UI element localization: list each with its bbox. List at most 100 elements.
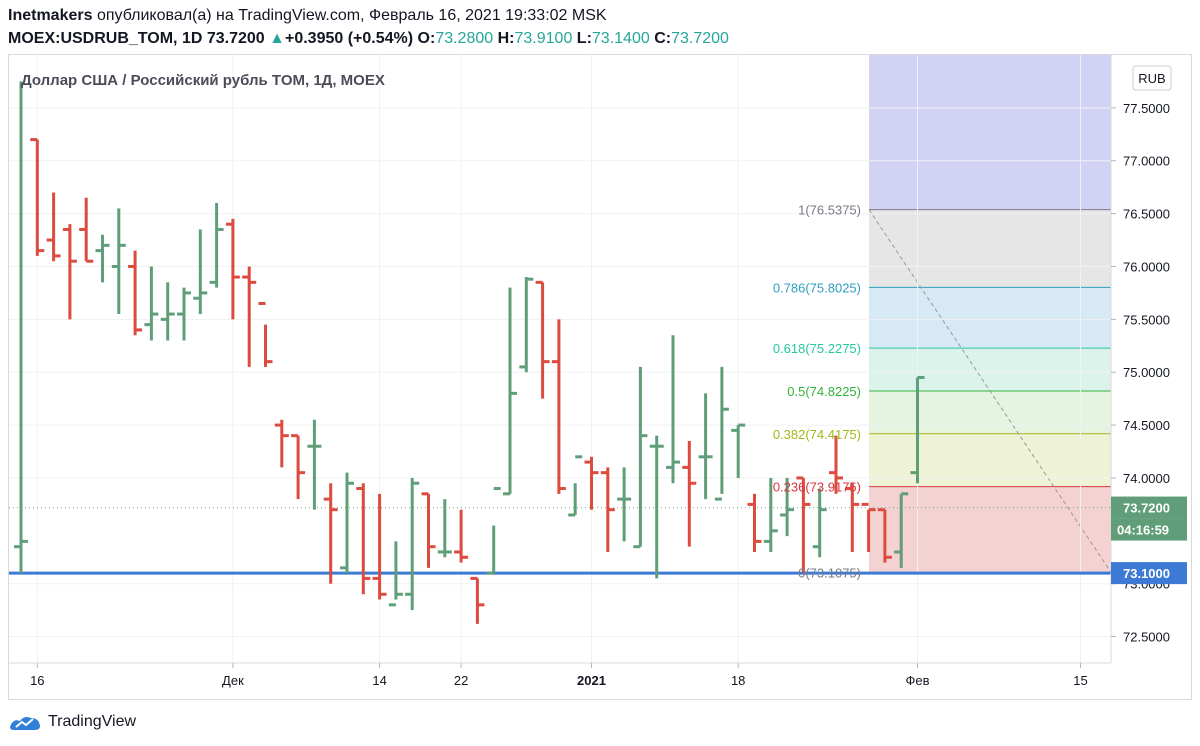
time-axis-label: Фев <box>905 673 929 688</box>
ohlc-bar <box>486 487 501 575</box>
open-label: O: <box>417 30 436 47</box>
time-axis-label: 14 <box>372 673 386 688</box>
ohlc-bar <box>617 467 632 542</box>
ohlc-bar <box>62 224 77 320</box>
ohlc-bar <box>763 477 778 552</box>
chart-header: Inetmakers опубликовал(а) на TradingView… <box>8 4 1188 50</box>
support-line[interactable] <box>9 507 1111 575</box>
ohlc-bar <box>649 435 664 579</box>
low-value: 73.1400 <box>591 30 650 47</box>
fib-zone <box>869 209 1111 288</box>
price-axis-label: 77.5000 <box>1123 101 1170 116</box>
ohlc-bar <box>551 319 566 494</box>
ohlc-bar <box>209 203 224 288</box>
price-axis-label: 72.5000 <box>1123 630 1170 645</box>
ohlc-bar <box>861 502 876 552</box>
support-level-badge-label: 73.1000 <box>1123 566 1170 581</box>
ohlc-bar <box>503 287 517 496</box>
time-axis-label: 18 <box>731 673 745 688</box>
ohlc-bar <box>910 376 925 484</box>
fib-trend-line <box>868 209 1112 573</box>
fib-extension-zone <box>869 55 1111 210</box>
ohlc-bar <box>30 138 45 256</box>
tradingview-logo-icon[interactable] <box>8 712 42 732</box>
ohlc-bar <box>405 477 420 611</box>
ohlc-bar <box>600 467 615 552</box>
fib-zone <box>869 348 1111 391</box>
countdown-badge <box>1111 518 1187 541</box>
chart-area[interactable]: 1(76.5375) 0.786(75.8025) 0.618(75.2275) 0.… <box>8 54 1192 700</box>
ohlc-bar <box>258 301 273 367</box>
ohlc-bar <box>388 541 403 607</box>
ohlc-bar <box>698 393 713 500</box>
ohlc-bar <box>714 366 729 501</box>
fib-level-label: 0.236(73.9175) <box>773 480 861 495</box>
ohlc-bar <box>519 277 534 373</box>
fib-level-label: 0.5(74.8225) <box>787 384 861 399</box>
last-price-badge <box>1111 496 1187 519</box>
ohlc-bar <box>160 282 175 341</box>
fib-labels: 1(76.5375) 0.786(75.8025) 0.618(75.2275) 0.… <box>773 203 861 581</box>
quote-line: MOEX:USDRUB_TOM, 1D 73.7200 ▲+0.3950 (+0… <box>8 27 1188 50</box>
symbol-label: MOEX:USDRUB_TOM, 1D <box>8 30 203 47</box>
last-price-badge-label: 73.7200 <box>1123 501 1170 516</box>
author-name[interactable]: Inetmakers <box>8 7 93 24</box>
fib-zone <box>869 390 1111 434</box>
footer: TradingView <box>8 710 136 734</box>
ohlc-bar <box>95 234 110 283</box>
currency-button-label: RUB <box>1138 71 1165 86</box>
ohlc-bar <box>372 493 387 600</box>
price-bars <box>14 81 925 624</box>
price-change: +0.3950 (+0.54%) <box>284 30 414 47</box>
time-axis-label: Дек <box>222 673 244 688</box>
low-label: L: <box>576 30 592 47</box>
ohlc-bar <box>323 483 338 584</box>
ohlc-bar <box>177 287 191 341</box>
price-axis-label: 76.0000 <box>1123 259 1170 274</box>
ohlc-bar <box>829 435 843 494</box>
tradingview-brand[interactable]: TradingView <box>48 713 137 730</box>
ohlc-bar <box>144 266 159 341</box>
chart-title: Доллар США / Российский рубль TOM, 1Д, M… <box>21 72 385 89</box>
countdown-badge-label: 04:16:59 <box>1117 523 1169 538</box>
ohlc-bar <box>274 419 289 468</box>
ohlc-bar <box>470 576 485 624</box>
high-value: 73.9100 <box>514 30 573 47</box>
time-axis-label: 15 <box>1073 673 1087 688</box>
ohlc-bar <box>291 434 306 500</box>
ohlc-bar <box>307 419 322 510</box>
price-axis-label: 75.0000 <box>1123 365 1170 380</box>
currency-button[interactable]: RUB <box>1132 65 1172 91</box>
time-axis-label: 22 <box>454 673 468 688</box>
support-level-badge <box>1111 562 1187 585</box>
ohlc-bar <box>682 440 697 547</box>
published-text: опубликовал(а) на TradingView.com, Февра… <box>96 7 607 24</box>
ohlc-bar <box>845 483 860 552</box>
time-axis-label: 16 <box>30 673 44 688</box>
fib-level-label: 0(73.1075) <box>798 565 861 580</box>
ohlc-bar <box>46 192 61 262</box>
ohlc-bar <box>535 280 550 399</box>
ohlc-bar <box>666 335 680 484</box>
ohlc-bar <box>780 477 795 537</box>
ohlc-bar <box>225 218 240 320</box>
ohlc-bar <box>877 508 892 563</box>
price-axis-label: 76.5000 <box>1123 207 1170 222</box>
high-label: H: <box>497 30 515 47</box>
fib-retracement[interactable] <box>868 55 1112 573</box>
close-label: C: <box>654 30 672 47</box>
ohlc-bar <box>568 455 583 517</box>
ohlc-bar <box>437 499 452 558</box>
time-axis-label: 2021 <box>577 673 606 688</box>
up-arrow-icon: ▲ <box>269 30 285 47</box>
fib-level-label: 0.382(74.4175) <box>773 427 861 442</box>
ohlc-chart[interactable]: 1(76.5375) 0.786(75.8025) 0.618(75.2275) 0.… <box>9 55 1191 699</box>
ohlc-bar <box>421 492 436 568</box>
ohlc-bar <box>340 472 354 574</box>
fib-zone <box>869 287 1111 349</box>
ohlc-bar <box>584 456 599 510</box>
ohlc-bar <box>796 476 811 574</box>
fib-level-label: 0.618(75.2275) <box>773 341 861 356</box>
open-value: 73.2800 <box>435 30 494 47</box>
price-axis-label: 75.5000 <box>1123 312 1170 327</box>
